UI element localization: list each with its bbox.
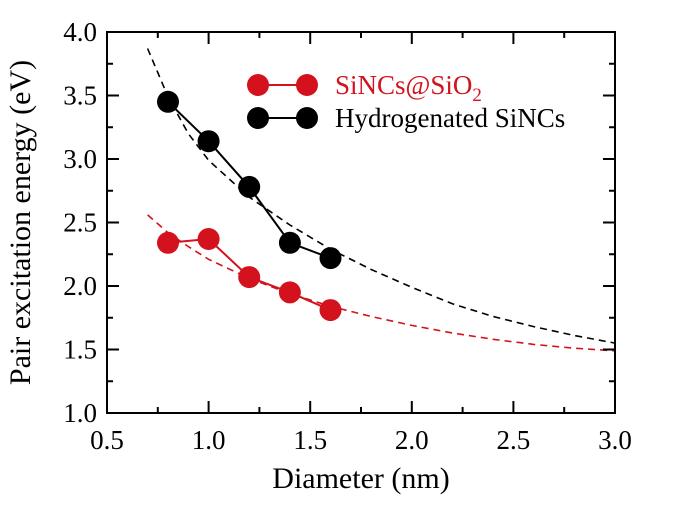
y-tick-label: 1.0 (63, 398, 97, 428)
x-tick-label: 1.5 (293, 425, 327, 455)
legend-marker-sincs-sio2 (296, 74, 318, 96)
x-axis-label: Diameter (nm) (272, 462, 449, 495)
fit-curve-0 (146, 48, 616, 344)
axis-ticks: 0.5 1.0 1.5 2.0 2.5 3.01.01.52.02.53.03.54.0 (63, 17, 632, 455)
legend-marker-sincs-sio2 (247, 74, 269, 96)
legend-label-main: SiNCs@SiO (335, 70, 472, 100)
legend: SiNCs@SiO2 Hydrogenated SiNCs (247, 70, 565, 133)
x-tick-label: 3.0 (598, 425, 632, 455)
series-point-1 (278, 231, 301, 254)
y-tick-label: 2.0 (63, 271, 97, 301)
legend-marker-hydrogenated (296, 107, 318, 129)
y-tick-label: 3.5 (63, 81, 97, 111)
legend-label-sincs-sio2: SiNCs@SiO2 (335, 70, 482, 106)
y-tick-label: 3.0 (63, 144, 97, 174)
series-point-0 (319, 299, 342, 322)
legend-label-hydrogenated: Hydrogenated SiNCs (335, 103, 565, 133)
series-point-0 (157, 231, 179, 254)
y-axis-label: Pair excitation energy (eV) (4, 60, 37, 385)
series-point-1 (157, 90, 179, 113)
y-tick-label: 2.5 (63, 208, 97, 238)
x-tick-label: 2.5 (497, 425, 531, 455)
fit-curves (146, 48, 616, 352)
series-point-1 (197, 130, 220, 153)
x-tick-label: 2.0 (395, 425, 429, 455)
series-point-1 (319, 247, 342, 270)
series-point-0 (278, 281, 301, 304)
legend-marker-hydrogenated (247, 107, 269, 129)
series-point-1 (238, 175, 261, 198)
y-tick-label: 1.5 (63, 335, 97, 365)
y-tick-label: 4.0 (63, 17, 97, 47)
series-point-0 (197, 228, 220, 250)
x-tick-label: 0.5 (90, 425, 124, 455)
series-point-0 (238, 266, 261, 289)
x-tick-label: 1.0 (192, 425, 226, 455)
data-series (157, 90, 342, 322)
legend-label-subscript: 2 (472, 85, 482, 106)
